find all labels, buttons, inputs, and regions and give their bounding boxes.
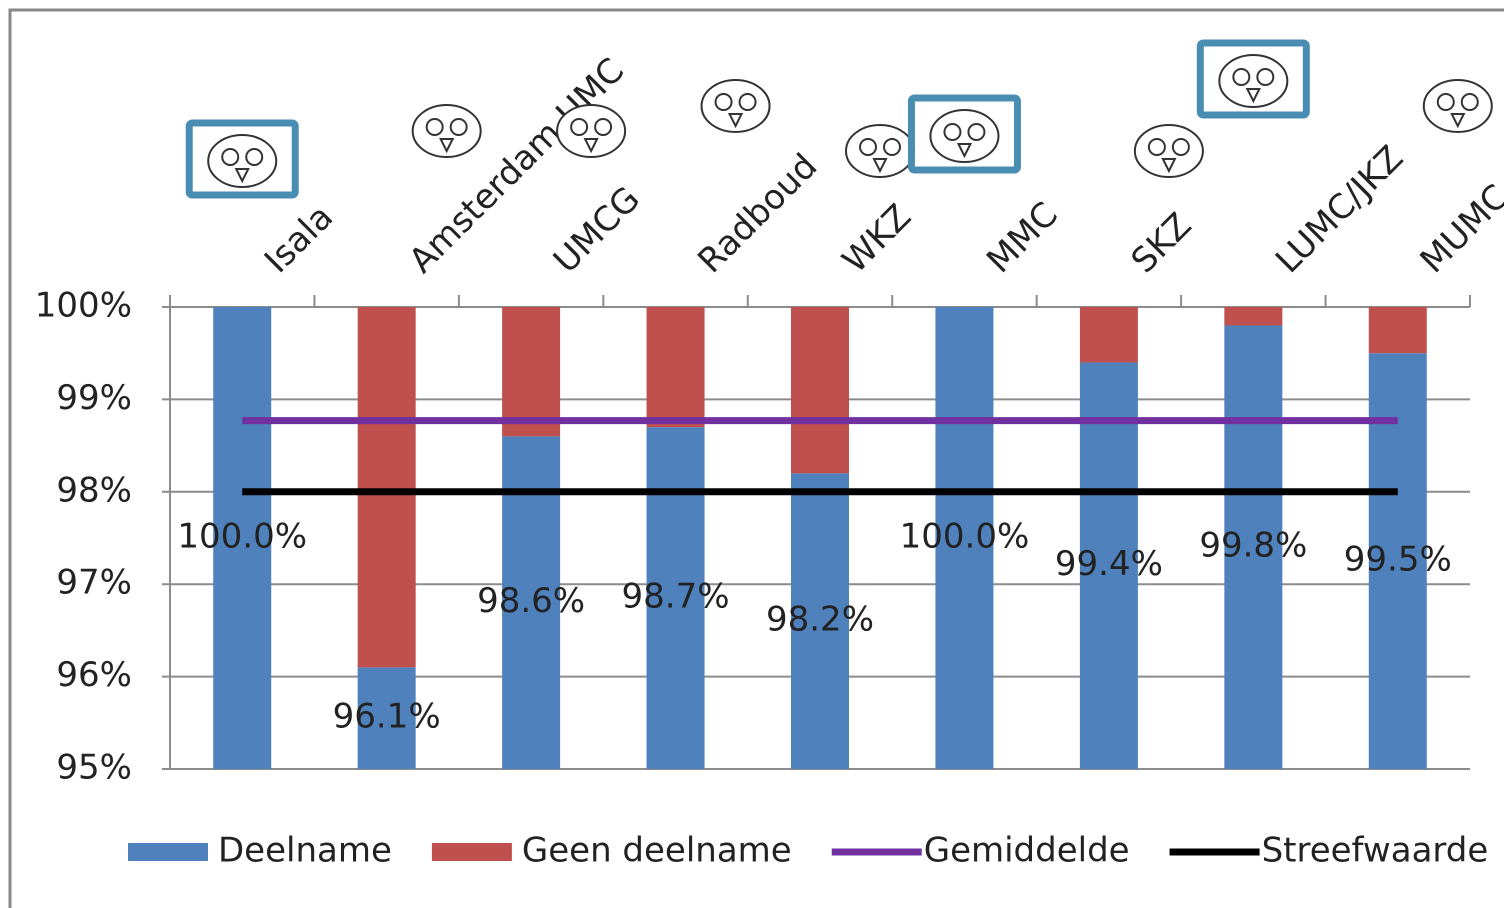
- highlight-frame: [1196, 39, 1310, 119]
- y-tick-label: 97%: [56, 563, 132, 603]
- legend-label: Deelname: [218, 831, 392, 871]
- data-label: 96.1%: [333, 697, 441, 737]
- legend-swatch: [128, 843, 208, 861]
- owl-beak: [872, 158, 888, 174]
- legend-label: Streefwaarde: [1262, 831, 1489, 871]
- owl-eye: [943, 123, 962, 141]
- bar: [935, 307, 994, 769]
- owl-beak: [727, 113, 744, 129]
- data-label: 100.0%: [177, 517, 307, 557]
- y-tick-label: 100%: [35, 286, 132, 326]
- data-label: 100.0%: [900, 517, 1030, 557]
- owl-beak: [956, 143, 973, 159]
- owl-icon: [1196, 39, 1310, 119]
- y-tick-label: 99%: [56, 378, 132, 418]
- legend-label: Gemiddelde: [924, 831, 1130, 871]
- owl-head: [1133, 124, 1204, 178]
- data-label: 99.8%: [1199, 526, 1307, 566]
- bar: [1079, 307, 1138, 363]
- owl-eye: [449, 118, 468, 136]
- owl-eye: [883, 138, 901, 156]
- legend-label: Geen deelname: [522, 831, 792, 871]
- bar: [1368, 307, 1427, 354]
- owl-icon: [1133, 124, 1204, 178]
- owl-head: [929, 109, 1000, 163]
- owl-eye: [1232, 68, 1251, 86]
- owl-eye: [714, 93, 733, 111]
- legend-swatch: [431, 843, 512, 861]
- owl-beak: [1161, 158, 1177, 174]
- owl-eye: [245, 148, 264, 166]
- owl-icon: [185, 119, 299, 199]
- owl-icon: [411, 104, 482, 158]
- owl-eye: [1256, 68, 1275, 86]
- highlight-frame: [185, 119, 299, 199]
- owl-beak: [583, 138, 599, 154]
- highlight-frame: [907, 94, 1021, 174]
- bar: [646, 307, 705, 428]
- bar: [791, 307, 849, 474]
- owl-eye: [1460, 93, 1479, 111]
- bar: [213, 307, 272, 769]
- owl-beak: [439, 138, 455, 154]
- bar: [646, 427, 705, 769]
- y-tick-label: 96%: [56, 655, 132, 695]
- owl-eye: [1436, 93, 1455, 111]
- owl-eye: [570, 118, 589, 136]
- owl-head: [1422, 79, 1493, 133]
- data-label: 98.2%: [766, 600, 874, 640]
- owl-head: [700, 79, 771, 133]
- owl-icon: [556, 104, 627, 158]
- owl-head: [1218, 54, 1289, 108]
- owl-icon: [907, 94, 1021, 174]
- owl-head: [556, 104, 627, 158]
- y-tick-label: 98%: [56, 470, 132, 510]
- bar: [357, 307, 416, 668]
- data-label: 98.6%: [477, 581, 585, 621]
- owl-eye: [425, 118, 444, 136]
- owl-eye: [967, 123, 986, 141]
- bar: [357, 667, 416, 769]
- owl-head: [411, 104, 482, 158]
- owl-icon: [1422, 79, 1493, 133]
- owl-beak: [1450, 113, 1466, 129]
- data-label: 98.7%: [622, 577, 730, 617]
- owl-eye: [594, 118, 613, 136]
- bar: [791, 473, 849, 769]
- owl-beak: [234, 168, 250, 184]
- data-label: 99.5%: [1344, 540, 1452, 580]
- bar: [1224, 307, 1283, 326]
- owl-head: [207, 134, 278, 188]
- data-label: 99.4%: [1055, 544, 1163, 584]
- owl-eye: [1147, 138, 1166, 156]
- bar: [502, 307, 561, 437]
- owl-icon: [845, 124, 915, 178]
- owl-beak: [1245, 88, 1261, 104]
- owl-eye: [221, 148, 240, 166]
- owl-eye: [859, 138, 877, 156]
- owl-icon: [700, 79, 771, 133]
- owl-eye: [738, 93, 757, 111]
- bar: [1079, 362, 1138, 769]
- owl-eye: [1171, 138, 1190, 156]
- bar: [1224, 325, 1283, 769]
- y-tick-label: 95%: [56, 748, 132, 788]
